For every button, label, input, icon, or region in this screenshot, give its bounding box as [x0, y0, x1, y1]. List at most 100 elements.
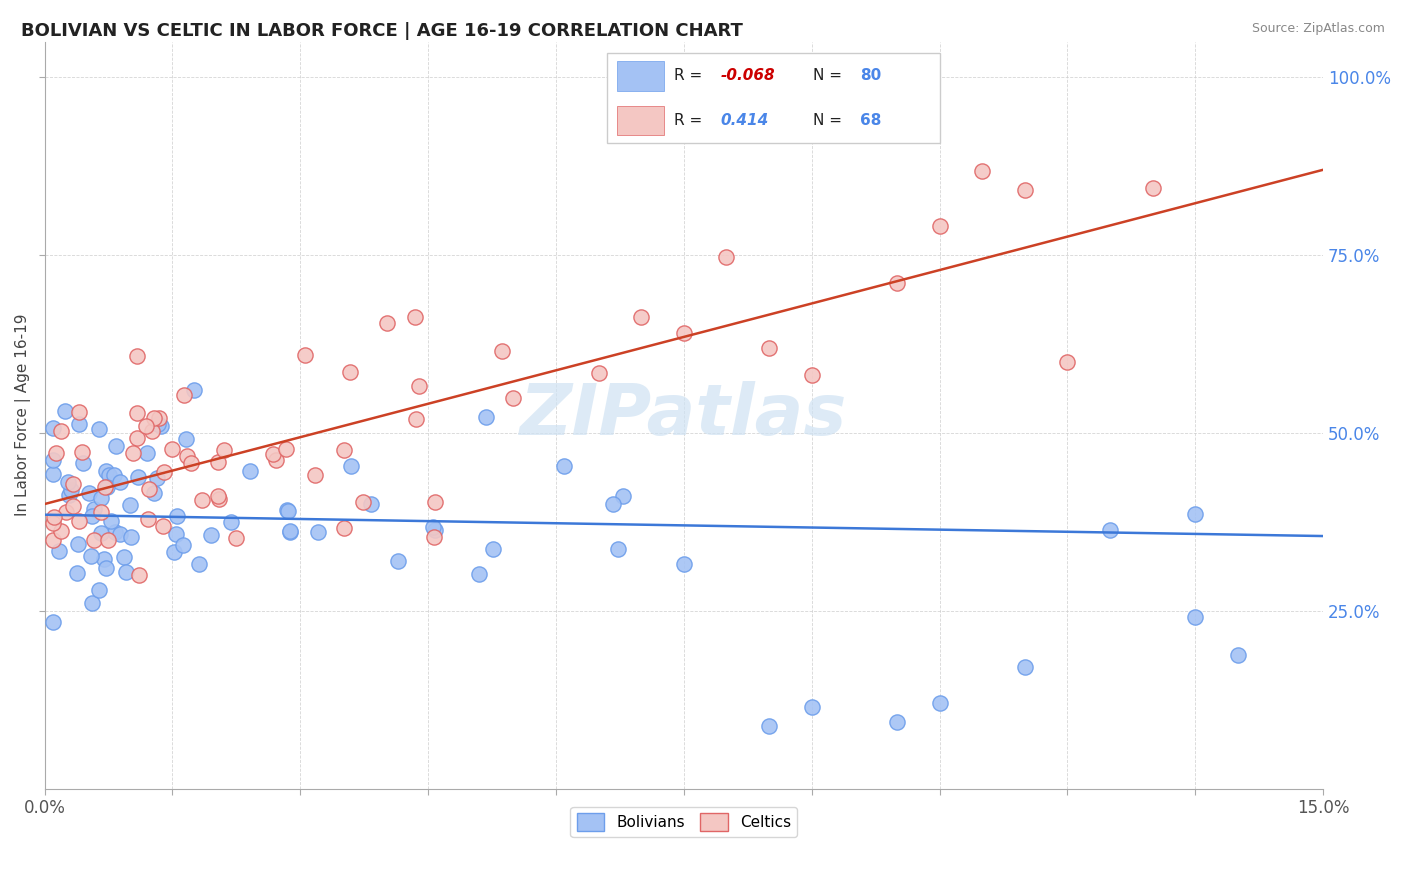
- Point: [333, 443, 356, 458]
- Point: [90, 526, 112, 541]
- Point: [45, 445, 67, 459]
- Point: [352, 495, 374, 509]
- Text: Source: ZipAtlas.com: Source: ZipAtlas.com: [1251, 22, 1385, 36]
- Point: [607, 542, 630, 557]
- Point: [141, 424, 163, 438]
- Text: ZIPatlas: ZIPatlas: [520, 381, 848, 450]
- Point: [70, 445, 93, 459]
- Point: [475, 410, 498, 425]
- Point: [468, 567, 491, 582]
- Point: [110, 475, 132, 489]
- Point: [83, 533, 105, 547]
- Point: [80, 596, 103, 610]
- Point: [1142, 181, 1164, 195]
- Point: [886, 715, 908, 730]
- Point: [112, 550, 135, 565]
- Point: [602, 497, 624, 511]
- Point: [60, 483, 83, 497]
- Point: [80, 549, 103, 564]
- Point: [42, 452, 65, 467]
- Point: [180, 456, 202, 470]
- Point: [98, 468, 121, 483]
- Point: [42, 516, 65, 530]
- Point: [160, 442, 183, 457]
- Point: [339, 365, 361, 379]
- Y-axis label: In Labor Force | Age 16-19: In Labor Force | Age 16-19: [15, 314, 31, 516]
- Point: [262, 447, 284, 461]
- Point: [143, 486, 166, 500]
- Point: [207, 489, 229, 503]
- Point: [1099, 523, 1122, 537]
- Point: [122, 445, 145, 459]
- Point: [672, 326, 695, 340]
- Point: [128, 567, 150, 582]
- Point: [93, 480, 115, 494]
- Point: [127, 349, 149, 363]
- Point: [90, 491, 112, 505]
- Point: [716, 250, 738, 264]
- Point: [360, 497, 382, 511]
- Point: [332, 521, 354, 535]
- Point: [274, 442, 297, 456]
- Point: [148, 411, 170, 425]
- Point: [149, 419, 172, 434]
- Point: [83, 502, 105, 516]
- Point: [264, 453, 287, 467]
- Point: [387, 553, 409, 567]
- Point: [62, 476, 84, 491]
- Point: [93, 552, 115, 566]
- Point: [121, 530, 143, 544]
- Point: [42, 533, 65, 547]
- Point: [48, 543, 70, 558]
- Point: [136, 446, 159, 460]
- Point: [146, 471, 169, 485]
- Point: [800, 368, 823, 382]
- Point: [55, 505, 77, 519]
- Point: [110, 527, 132, 541]
- Legend: Bolivians, Celtics: Bolivians, Celtics: [571, 807, 797, 837]
- Point: [135, 419, 157, 434]
- Point: [56, 475, 79, 489]
- Point: [53, 404, 76, 418]
- Point: [672, 557, 695, 571]
- Point: [404, 310, 426, 324]
- Point: [408, 379, 430, 393]
- Point: [276, 503, 298, 517]
- Point: [481, 542, 503, 557]
- Point: [225, 531, 247, 545]
- Point: [1226, 648, 1249, 663]
- Point: [207, 455, 229, 469]
- Point: [96, 479, 118, 493]
- Point: [166, 508, 188, 523]
- Point: [340, 459, 363, 474]
- Point: [176, 432, 198, 446]
- Point: [886, 276, 908, 290]
- Point: [928, 219, 950, 233]
- Point: [125, 431, 148, 445]
- Point: [152, 519, 174, 533]
- Point: [165, 527, 187, 541]
- Point: [1014, 183, 1036, 197]
- Point: [172, 538, 194, 552]
- Point: [136, 512, 159, 526]
- Point: [307, 524, 329, 539]
- Point: [200, 528, 222, 542]
- Point: [49, 524, 72, 539]
- Point: [173, 388, 195, 402]
- Point: [42, 467, 65, 481]
- Point: [183, 384, 205, 398]
- Point: [502, 391, 524, 405]
- Point: [239, 464, 262, 478]
- Point: [928, 696, 950, 710]
- Point: [212, 443, 235, 458]
- Point: [82, 509, 104, 524]
- Point: [115, 565, 138, 579]
- Point: [405, 412, 427, 426]
- Point: [104, 524, 127, 539]
- Point: [758, 341, 780, 355]
- Point: [142, 410, 165, 425]
- Point: [280, 525, 302, 540]
- Point: [176, 450, 198, 464]
- Point: [90, 505, 112, 519]
- Point: [42, 421, 65, 435]
